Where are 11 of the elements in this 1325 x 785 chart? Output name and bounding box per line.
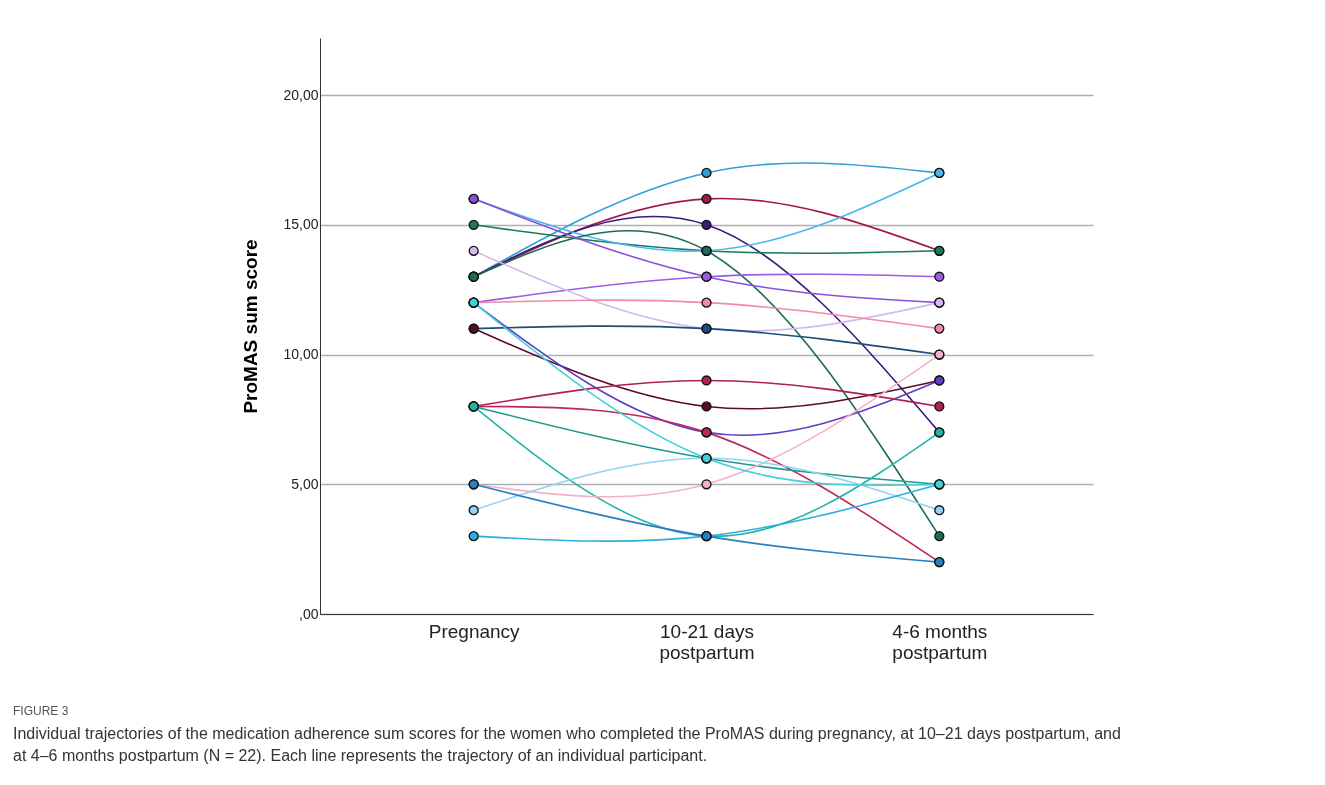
x-tick-label: Pregnancy — [428, 620, 521, 642]
text: Individual trajectories of the medication adherence sum scores for the women who completed the ProMAS during pregnancy, at 10–21 days postpartum, and at 4–6 months postpartum (N = 22). Each line represents the trajectory of an individual participant. — [13, 725, 1121, 764]
y-tick-label: 10,00 — [283, 346, 319, 363]
y-tick-label: 20,00 — [283, 86, 319, 103]
caption: FIGURE 3 — [13, 704, 69, 718]
y-axis-title: ProMAS sum score — [240, 239, 262, 414]
x-tick-label: 10-21 days postpartum — [659, 620, 755, 663]
y-tick-label: 15,00 — [283, 216, 319, 233]
x-tick-label: 4-6 months postpartum — [892, 620, 988, 663]
y-tick-label: ,00 — [299, 605, 319, 622]
y-tick-label: 5,00 — [291, 475, 319, 492]
